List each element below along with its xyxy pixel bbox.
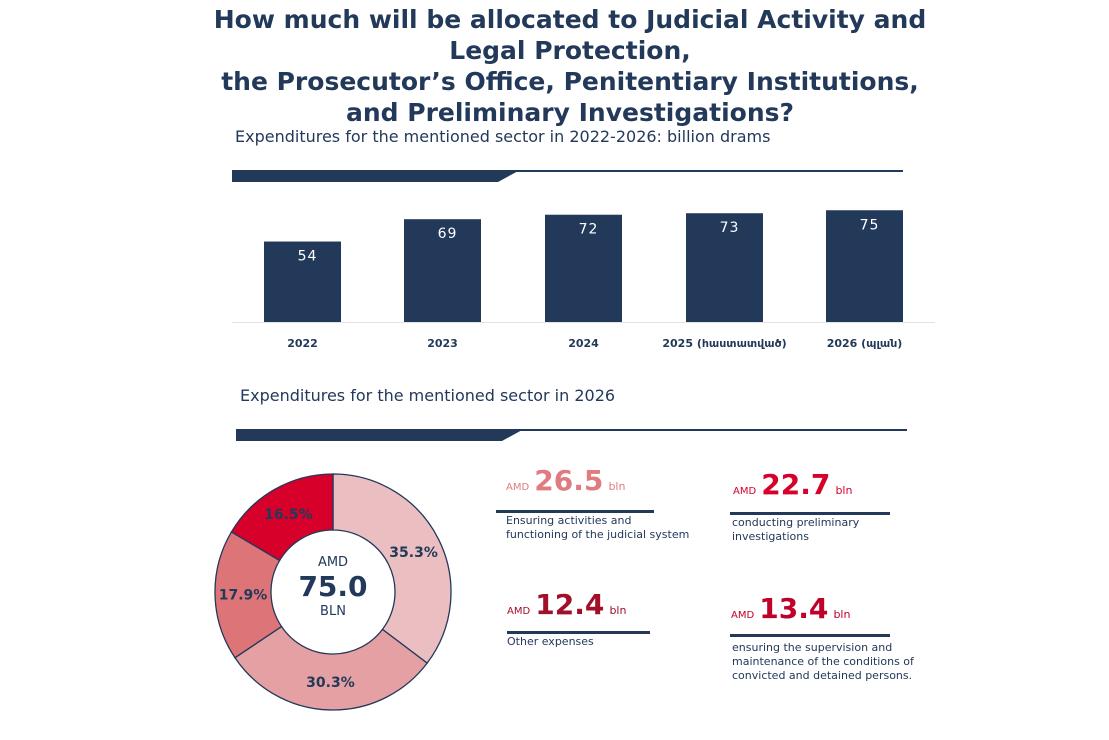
callout-rule (507, 631, 650, 634)
slice-label: 17.9% (219, 588, 268, 604)
bar-chart: 54 69 72 73 75 (232, 210, 935, 323)
callout-amount: AMD 13.4 bln (731, 592, 850, 625)
bar-value-label: 54 (298, 249, 318, 265)
donut-center: AMD 75.0 BLN (273, 555, 393, 619)
unit-label: bln (835, 484, 853, 497)
bar-2026 (պլան) (826, 210, 903, 322)
unit-label: bln (833, 608, 851, 621)
callout-description: ensuring the supervision and maintenance… (732, 641, 914, 682)
donut-center-top: AMD (317, 555, 349, 570)
bar-value-label: 73 (720, 220, 740, 236)
callout-rule (730, 512, 890, 515)
pie-chart-subtitle: Expenditures for the mentioned sector in… (240, 386, 616, 405)
slice-label: 16.5% (264, 507, 313, 523)
currency-label: AMD (507, 606, 531, 617)
callout-rule (730, 634, 890, 637)
amount-value: 22.7 (761, 468, 831, 501)
donut-slice (332, 473, 452, 665)
unit-label: bln (609, 604, 627, 617)
x-tick-label: 2022 (287, 337, 318, 350)
callout-description: conducting preliminary investigations (732, 516, 860, 543)
unit-label: bln (608, 480, 626, 493)
page-title: How much will be allocated to Judicial A… (213, 5, 927, 127)
bar-value-label: 69 (438, 226, 458, 242)
donut-slice (230, 473, 334, 562)
x-tick-label: 2026 (պլան) (826, 337, 903, 350)
currency-label: AMD (731, 610, 755, 621)
x-tick-label: 2025 (հաստատված) (662, 337, 787, 350)
amount-value: 26.5 (534, 464, 604, 497)
callout-amount: AMD 12.4 bln (507, 588, 626, 621)
callout-amount: AMD 26.5 bln (506, 464, 625, 497)
x-tick-label: 2024 (568, 337, 599, 350)
callout-rule (496, 510, 654, 513)
currency-label: AMD (733, 486, 757, 497)
amount-value: 12.4 (535, 588, 605, 621)
callout-amount: AMD 22.7 bln (733, 468, 852, 501)
donut-slice (234, 625, 429, 711)
callout-description: Other expenses (507, 635, 594, 648)
donut-center-bottom: BLN (320, 604, 346, 619)
slice-label: 35.3% (389, 545, 438, 561)
bar-value-label: 75 (860, 217, 880, 233)
donut-center-value: 75.0 (298, 570, 368, 603)
slice-label: 30.3% (306, 675, 355, 691)
amount-value: 13.4 (759, 592, 829, 625)
bar-2022 (264, 241, 341, 322)
section-divider (236, 429, 907, 441)
currency-label: AMD (506, 482, 530, 493)
section-divider (232, 170, 903, 182)
x-tick-label: 2023 (427, 337, 458, 350)
bar-2023 (404, 219, 481, 322)
bar-chart-subtitle: Expenditures for the mentioned sector in… (235, 127, 771, 146)
callout-description: Ensuring activities and functioning of t… (506, 514, 690, 541)
bar-2024 (545, 214, 622, 322)
bar-value-label: 72 (579, 222, 599, 238)
bar-2025 (հաստատված) (686, 213, 763, 322)
donut-chart: 35.3% 30.3% 17.9% 16.5% (214, 473, 452, 711)
